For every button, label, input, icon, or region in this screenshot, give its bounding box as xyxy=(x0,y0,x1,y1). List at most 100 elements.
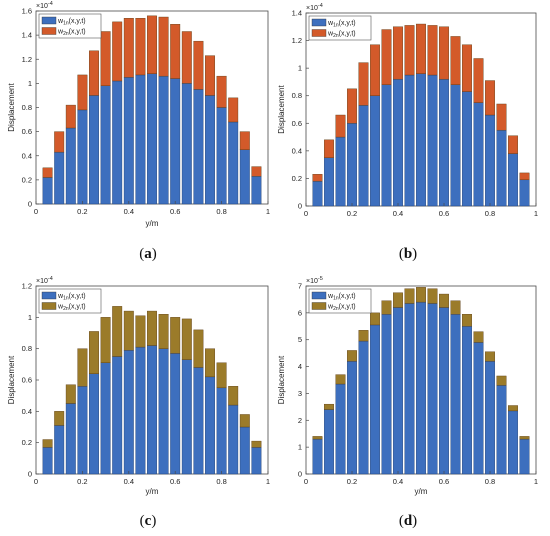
panel-caption: (a) xyxy=(139,246,157,262)
bar-series1 xyxy=(450,314,461,475)
bar-series2 xyxy=(54,131,65,153)
y-tick-label: 5 xyxy=(298,335,302,344)
legend-symbol: w xyxy=(57,293,64,300)
bar-series2 xyxy=(251,166,262,177)
x-axis-label: y/m xyxy=(146,219,159,228)
x-tick-label: 0.8 xyxy=(216,207,226,216)
x-tick-label: 0 xyxy=(304,477,308,486)
bar-series1 xyxy=(381,314,392,475)
bar-series1 xyxy=(42,177,53,205)
bar-series1 xyxy=(370,95,380,207)
bar-series1 xyxy=(404,74,415,207)
legend-symbol: w xyxy=(57,29,64,36)
y-tick-label: 0.8 xyxy=(22,344,32,353)
legend-symbol: w xyxy=(57,18,64,25)
y-tick-label: 7 xyxy=(298,282,302,291)
chart-panel-c: 0 0.2 0.4 0.6 0.8 1 1.2 0 0.2 0.4 0.6 0.8 1 ×10-4 Disp… xyxy=(7,276,270,529)
bar-series1 xyxy=(112,356,123,475)
bar-series1 xyxy=(462,91,472,207)
bar-series2 xyxy=(439,26,449,80)
bar-series2 xyxy=(370,312,380,326)
bar-series2 xyxy=(205,55,215,96)
bar-series1 xyxy=(393,78,403,207)
bar-series2 xyxy=(381,300,392,315)
bar-series1 xyxy=(123,77,134,205)
legend-swatch xyxy=(41,16,57,25)
bar-series2 xyxy=(170,317,181,354)
bar-series1 xyxy=(216,387,227,475)
x-tick-label: 0.6 xyxy=(170,207,180,216)
bar-series1 xyxy=(89,373,99,475)
bar-series1 xyxy=(335,383,346,475)
y-tick-label: 0 xyxy=(28,200,32,209)
caption-open: ( xyxy=(139,246,144,262)
caption-open: ( xyxy=(140,513,145,529)
caption-close: ) xyxy=(412,246,417,262)
legend-subscript: 2n xyxy=(63,31,69,37)
legend-entry: w1n(x,y,t) xyxy=(57,293,86,302)
y-axis-label: Displacement xyxy=(7,82,16,131)
bar-series1 xyxy=(312,180,323,207)
bar-series2 xyxy=(89,331,99,374)
y-tick-label: 0.6 xyxy=(292,119,302,128)
y-exponent: -4 xyxy=(318,3,323,9)
bar-series1 xyxy=(519,438,530,475)
caption-letter: d xyxy=(404,513,413,529)
legend-args: (x,y,t) xyxy=(69,304,86,311)
bar-series2 xyxy=(65,384,76,404)
caption-close: ) xyxy=(152,246,157,262)
legend-args: (x,y,t) xyxy=(339,293,356,300)
bar-series2 xyxy=(508,135,518,154)
bar-series1 xyxy=(54,425,65,475)
y-tick-label: 1 xyxy=(28,313,32,322)
bar-series1 xyxy=(485,114,495,207)
y-tick-label: 3 xyxy=(298,389,302,398)
bar-series2 xyxy=(347,350,357,362)
bar-series1 xyxy=(65,403,76,475)
bar-series2 xyxy=(42,167,53,178)
bar-series2 xyxy=(193,329,204,368)
bar-series2 xyxy=(427,25,438,76)
bar-series1 xyxy=(496,129,507,207)
bar-series1 xyxy=(508,410,518,475)
legend-subscript: 1n xyxy=(63,296,69,302)
y-tick-label: 1.4 xyxy=(22,31,32,40)
caption-open: ( xyxy=(399,246,404,262)
bar-series1 xyxy=(135,346,146,475)
bar-series1 xyxy=(112,80,123,205)
bar-series2 xyxy=(147,310,157,346)
y-tick-label: 0 xyxy=(28,470,32,479)
bar-series2 xyxy=(239,414,250,428)
x-tick-label: 0.2 xyxy=(347,477,357,486)
x-tick-label: 0.4 xyxy=(393,477,403,486)
legend-subscript: 2n xyxy=(63,306,69,312)
bar-series1 xyxy=(416,73,426,207)
bar-series2 xyxy=(42,439,53,448)
bar-series2 xyxy=(123,18,134,78)
bar-series1 xyxy=(228,404,239,475)
panel-caption: (d) xyxy=(399,513,417,529)
chart-panel-a: 0 0.2 0.4 0.6 0.8 1 1.2 1.4 1.6 0 0.2 0.4 0.6 0.8 1 ×10… xyxy=(7,1,270,262)
bar-series1 xyxy=(123,350,134,475)
caption-letter: b xyxy=(404,246,412,262)
bar-series2 xyxy=(335,374,346,385)
panel-caption: (c) xyxy=(140,513,157,529)
bar-series1 xyxy=(205,95,215,205)
legend-args: (x,y,t) xyxy=(339,20,356,27)
legend-subscript: 1n xyxy=(63,21,69,27)
bar-series2 xyxy=(239,131,250,150)
bar-series1 xyxy=(170,353,181,475)
legend-subscript: 1n xyxy=(333,23,339,29)
y-tick-label: 0 xyxy=(298,470,302,479)
bar-series2 xyxy=(347,88,357,124)
caption-open: ( xyxy=(399,513,404,529)
bar-series2 xyxy=(193,40,204,90)
bar-series1 xyxy=(381,84,392,207)
bar-series2 xyxy=(205,348,215,378)
y-tick-label: 0.8 xyxy=(292,91,302,100)
y-tick-label: 4 xyxy=(298,362,302,371)
bar-series1 xyxy=(439,307,449,475)
x-tick-label: 0.6 xyxy=(439,209,449,218)
bar-series1 xyxy=(251,176,262,205)
bar-series1 xyxy=(358,340,369,475)
